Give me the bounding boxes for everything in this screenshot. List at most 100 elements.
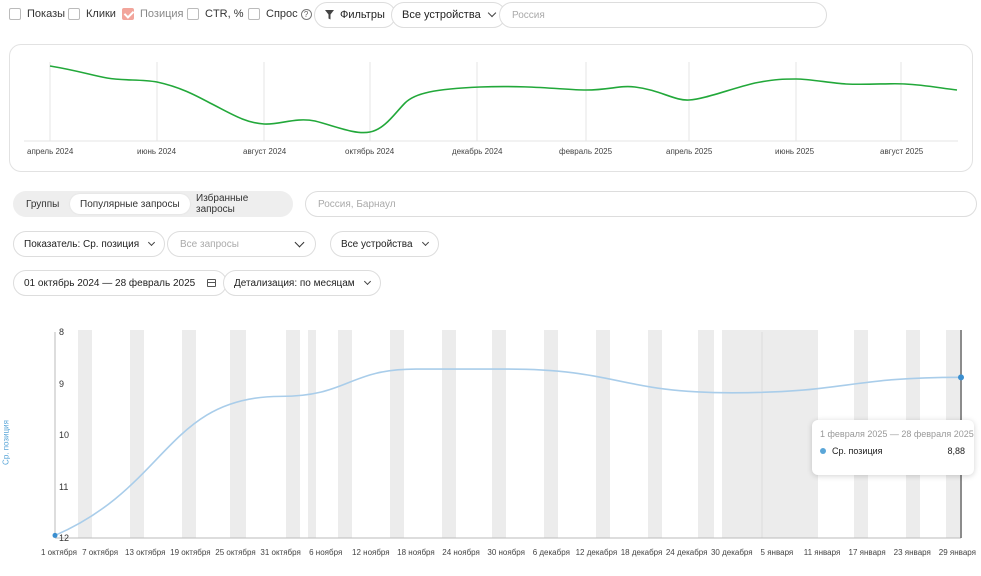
overview-x-label: апрель 2024 [27, 147, 74, 156]
overview-x-label: июнь 2024 [137, 147, 177, 156]
x-tick-label: 7 октября [82, 548, 119, 557]
checkbox-ctr[interactable]: CTR, % [187, 8, 244, 20]
y-tick-label: 10 [59, 430, 70, 440]
x-tick-label: 12 ноября [352, 548, 390, 557]
y-tick-label: 9 [59, 378, 65, 389]
overview-chart [24, 62, 958, 142]
position-series-line [54, 368, 962, 537]
chevron-down-icon [363, 277, 371, 286]
tab-popular-queries[interactable]: Популярные запросы [70, 194, 190, 214]
overview-x-label: июнь 2025 [775, 147, 815, 156]
x-tick-label: 29 января [938, 548, 976, 557]
chevron-down-icon [148, 238, 156, 247]
weekend-band [308, 330, 316, 538]
weekend-band [230, 330, 246, 538]
weekend-band [390, 330, 404, 538]
y-tick-label: 11 [59, 481, 69, 492]
weekend-band [492, 330, 506, 538]
checkbox-box[interactable] [68, 8, 80, 20]
checkbox-label: Позиция [140, 8, 184, 20]
weekend-band [648, 330, 662, 538]
detail-select-label: Детализация: по месяцам [234, 277, 355, 289]
tooltip-series-name: Ср. позиция [832, 446, 883, 456]
weekend-band [182, 330, 196, 538]
x-tick-label: 6 ноября [309, 548, 343, 557]
series-point[interactable] [958, 374, 964, 381]
x-tick-label: 13 октября [125, 548, 166, 557]
overview-x-label: август 2024 [243, 147, 287, 156]
checkbox-clicks[interactable]: Клики [68, 8, 116, 20]
checkbox-demand[interactable]: Спрос ? [248, 8, 312, 20]
devices-select-2-label: Все устройства [341, 238, 413, 250]
checkbox-box[interactable] [187, 8, 199, 20]
series-point[interactable] [52, 532, 58, 538]
x-tick-label: 6 декабря [532, 548, 570, 557]
weekend-band [338, 330, 352, 538]
y-tick-label: 12 [59, 533, 70, 543]
queries-select[interactable]: Все запросы [167, 231, 316, 257]
x-tick-label: 24 ноября [442, 548, 480, 557]
region-input[interactable]: Россия [499, 2, 827, 28]
x-tick-label: 31 октября [260, 548, 301, 557]
weekend-band [78, 330, 92, 538]
x-tick-label: 25 октября [215, 548, 256, 557]
calendar-icon [207, 279, 217, 287]
chart-y-axis-title: Ср. позиция [1, 420, 11, 465]
weekend-band [130, 330, 144, 538]
checkbox-box[interactable] [122, 8, 134, 20]
y-tick-label: 8 [59, 327, 65, 337]
queries-select-placeholder: Все запросы [180, 238, 239, 250]
weekend-band [544, 330, 558, 538]
weekend-band [698, 330, 714, 538]
tooltip-period: 1 февраля 2025 — 28 февраля 2025 [820, 429, 974, 439]
date-range-picker[interactable]: 01 октябрь 2024 — 28 февраль 2025 [13, 270, 228, 296]
devices-select-label: Все устройства [402, 9, 481, 21]
overview-chart-panel: апрель 2024 июнь 2024 август 2024 октябр… [9, 44, 973, 172]
chevron-down-icon [294, 237, 305, 247]
weekend-band [722, 330, 818, 538]
metric-select-label: Показатель: Ср. позиция [24, 238, 140, 250]
checkbox-label: Показы [27, 8, 66, 20]
weekend-band [596, 330, 610, 538]
region-city-placeholder: Россия, Барнаул [318, 198, 396, 210]
x-tick-label: 24 декабря [665, 548, 708, 557]
checkbox-box[interactable] [9, 8, 21, 20]
checkbox-box[interactable] [248, 8, 260, 20]
detail-select[interactable]: Детализация: по месяцам [223, 270, 381, 296]
region-city-input[interactable]: Россия, Барнаул [305, 191, 977, 217]
chart-tooltip: 1 февраля 2025 — 28 февраля 2025 Ср. поз… [812, 420, 974, 475]
devices-select-2[interactable]: Все устройства [330, 231, 439, 257]
overview-x-label: декабрь 2024 [452, 147, 503, 156]
help-icon[interactable]: ? [300, 8, 312, 20]
filters-button-label: Фильтры [340, 9, 385, 21]
x-tick-label: 11 января [803, 548, 841, 557]
x-tick-label: 12 декабря [575, 548, 618, 557]
chevron-down-icon [421, 238, 429, 247]
x-tick-label: 17 января [848, 548, 886, 557]
chevron-down-icon [487, 8, 496, 18]
overview-line [49, 65, 958, 134]
tooltip-series-dot [820, 448, 826, 454]
x-tick-label: 18 ноября [397, 548, 435, 557]
tab-groups[interactable]: Группы [26, 198, 60, 210]
x-tick-label: 30 декабря [710, 548, 753, 557]
tooltip-value: 8,88 [947, 446, 965, 456]
region-input-placeholder: Россия [512, 9, 545, 21]
x-tick-label: 19 октября [170, 548, 211, 557]
checkbox-label: CTR, % [205, 8, 244, 20]
devices-select[interactable]: Все устройства [391, 2, 506, 28]
filters-button[interactable]: Фильтры [314, 2, 396, 28]
query-tabs: Группы Популярные запросы Избранные запр… [13, 191, 293, 217]
overview-x-label: август 2025 [880, 147, 924, 156]
checkbox-label: Клики [86, 8, 116, 20]
checkbox-shows[interactable]: Показы [9, 8, 65, 20]
x-tick-label: 30 ноября [487, 548, 525, 557]
tab-favorite-queries[interactable]: Избранные запросы [196, 193, 249, 215]
checkbox-position[interactable]: Позиция [122, 8, 184, 20]
overview-x-label: октябрь 2024 [345, 147, 395, 156]
weekend-band [442, 330, 456, 538]
x-tick-label: 1 октября [41, 548, 77, 557]
x-tick-label: 18 декабря [620, 548, 663, 557]
filter-icon [325, 10, 334, 20]
metric-select[interactable]: Показатель: Ср. позиция [13, 231, 166, 257]
